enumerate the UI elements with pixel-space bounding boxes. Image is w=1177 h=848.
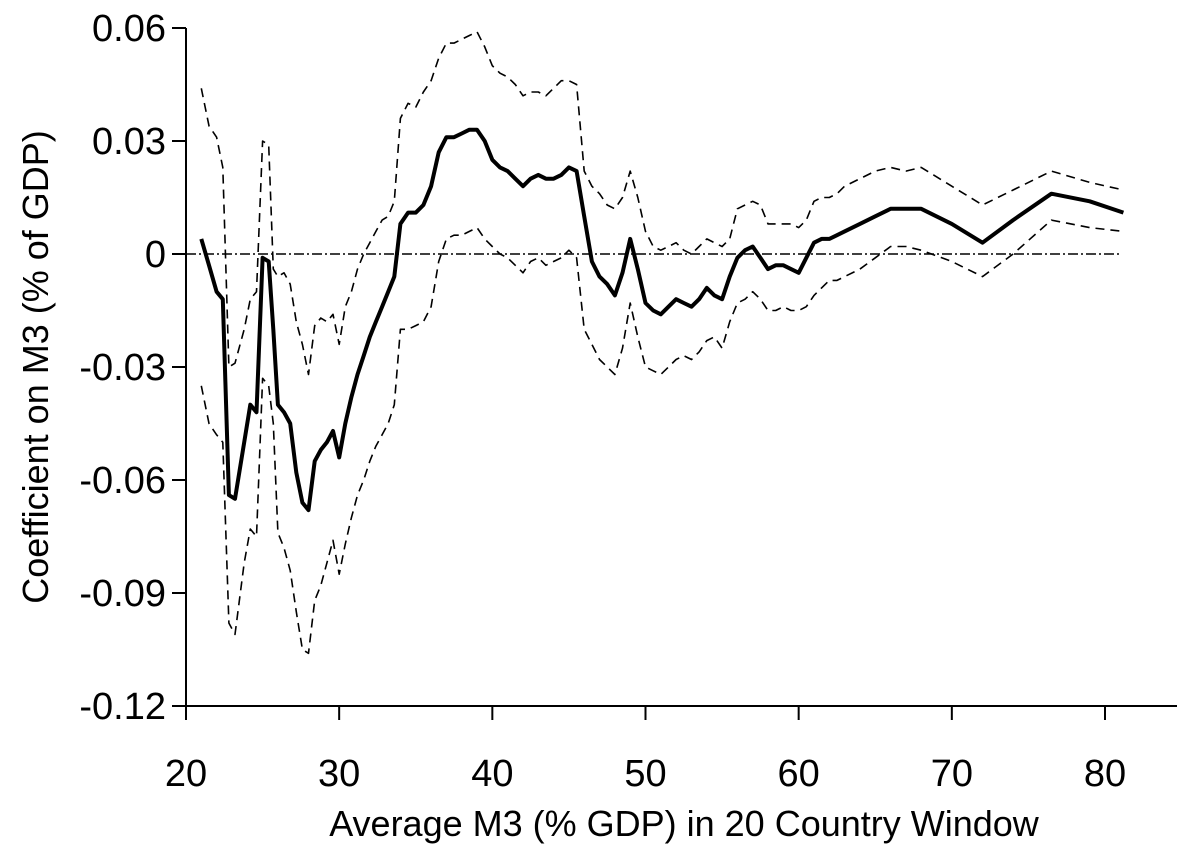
y-tick-label: -0.09 [79,573,166,615]
x-tick-label: 50 [624,753,666,795]
axis-ticks: 0.06 0.03 0 -0.03 -0.06 -0.09 -0.12 20 30 40 50 60 7… [79,8,1126,795]
lower-band-line [200,219,1124,655]
y-tick-label: -0.12 [79,686,166,728]
y-tick-label: -0.06 [79,460,166,502]
y-tick-label: 0 [145,234,166,276]
coefficient-line [199,127,1125,513]
x-axis-title: Average M3 (% GDP) in 20 Country Window [329,803,1040,844]
x-tick-label: 60 [778,753,820,795]
plot-area: 0.06 0.03 0 -0.03 -0.06 -0.09 -0.12 20 30 40 50 60 7… [79,8,1177,795]
x-tick-label: 30 [318,753,360,795]
y-axis-title: Coefficient on M3 (% of GDP) [15,130,56,604]
x-tick-label: 70 [931,753,973,795]
upper-band-line [200,30,1124,376]
y-tick-label: 0.03 [92,121,166,163]
series-group [199,30,1125,655]
x-tick-label: 80 [1084,753,1126,795]
x-tick-label: 40 [471,753,513,795]
y-tick-label: -0.03 [79,347,166,389]
y-tick-label: 0.06 [92,8,166,50]
x-tick-label: 20 [165,753,207,795]
